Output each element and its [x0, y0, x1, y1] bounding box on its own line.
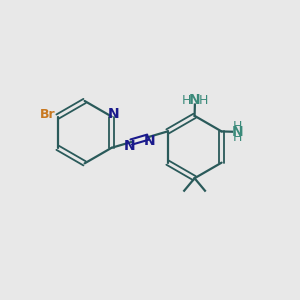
Text: N: N [108, 107, 119, 122]
Text: H: H [232, 120, 242, 133]
Text: N: N [231, 125, 243, 139]
Text: N: N [124, 139, 136, 153]
Text: N: N [144, 134, 155, 148]
Text: H: H [232, 131, 242, 145]
Text: N: N [189, 93, 201, 107]
Text: H: H [199, 94, 208, 107]
Text: Br: Br [40, 108, 56, 121]
Text: H: H [182, 94, 191, 107]
